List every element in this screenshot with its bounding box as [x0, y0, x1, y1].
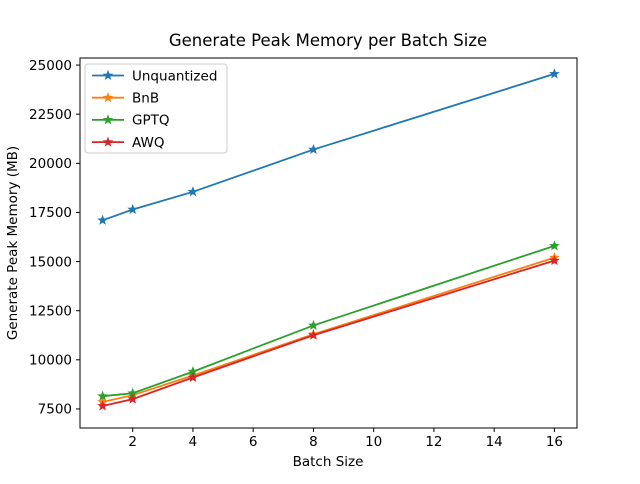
legend-marker-gptq: [102, 114, 114, 125]
data-point-unquantized: [549, 68, 560, 79]
x-tick-label: 16: [546, 434, 563, 450]
data-point-unquantized: [187, 186, 199, 197]
x-tick-label: 4: [189, 434, 198, 450]
data-point-awq: [308, 329, 319, 340]
legend-box: [84, 63, 228, 154]
legend-label-bnb: BnB: [132, 91, 159, 107]
plot-spines: [79, 57, 578, 429]
legend-marker-bnb: [102, 92, 114, 103]
data-point-unquantized: [308, 143, 319, 155]
data-point-gptq: [187, 366, 199, 377]
x-axis-label: Batch Size: [293, 454, 364, 470]
y-axis-label: Generate Peak Memory (MB): [5, 146, 21, 340]
legend-marker-awq: [102, 136, 114, 147]
y-tick-label: 20000: [29, 156, 72, 172]
y-tick-label: 15000: [29, 254, 72, 270]
data-point-awq: [97, 400, 108, 411]
data-point-awq: [127, 393, 139, 404]
x-tick-label: 6: [249, 434, 258, 450]
legend-marker-unquantized: [102, 69, 114, 81]
series-layer: [97, 68, 560, 411]
axes-layer: 2 4 6 8 10 12 14 16 7500 10000 12500 15000 17500 2000…: [29, 57, 578, 450]
x-tick-label: 2: [128, 434, 137, 450]
legend: Unquantized BnB GPTQ AWQ: [84, 63, 228, 154]
y-tick-label: 12500: [29, 303, 72, 319]
data-point-gptq: [97, 390, 108, 401]
chart-title: Generate Peak Memory per Batch Size: [169, 31, 487, 50]
data-point-gptq: [127, 387, 139, 398]
x-tick-label: 12: [425, 434, 442, 450]
data-point-awq: [187, 371, 199, 383]
data-point-gptq: [549, 240, 560, 251]
data-point-gptq: [308, 319, 319, 330]
y-tick-label: 17500: [29, 205, 72, 221]
y-tick-label: 22500: [29, 107, 72, 123]
y-tick-label: 25000: [29, 58, 72, 74]
legend-label-gptq: GPTQ: [132, 113, 169, 129]
y-tick-label: 7500: [38, 402, 72, 418]
data-point-awq: [549, 254, 560, 266]
legend-label-unquantized: Unquantized: [132, 68, 217, 84]
x-tick-label: 8: [309, 434, 318, 450]
data-point-unquantized: [97, 214, 108, 225]
y-tick-label: 10000: [29, 353, 72, 369]
legend-label-awq: AWQ: [132, 135, 164, 151]
data-point-unquantized: [127, 203, 139, 215]
series-line-gptq: [102, 244, 555, 398]
x-tick-label: 14: [486, 434, 503, 450]
x-tick-label: 10: [365, 434, 382, 450]
series-line-awq: [102, 259, 555, 407]
